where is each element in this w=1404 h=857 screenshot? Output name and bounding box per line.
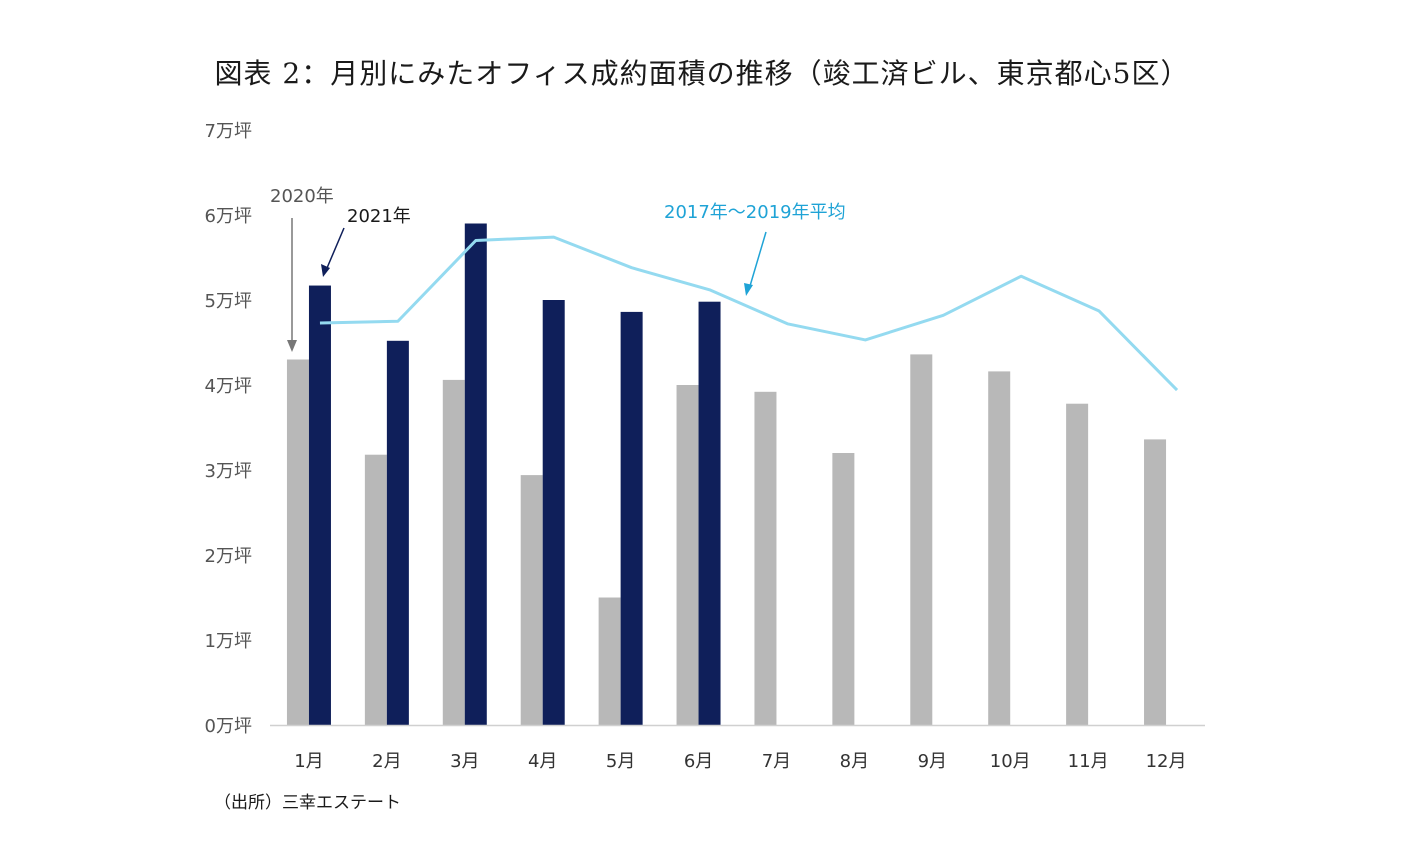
bar-2020 [910,354,933,725]
series-2021-bars [308,223,721,725]
bar-2020 [676,385,699,725]
x-tick-label: 4月 [528,751,557,772]
bar-2020 [754,391,777,725]
y-tick-label: 6万坪 [205,206,252,227]
bar-2020 [520,475,543,725]
bar-2020 [598,597,621,725]
bar-2020 [442,379,465,725]
y-tick-label: 5万坪 [205,291,252,312]
x-tick-label: 8月 [840,751,869,772]
bar-2021 [386,340,409,725]
x-tick-label: 6月 [684,751,713,772]
bar-2020 [1066,403,1089,725]
bar-2021 [308,285,331,725]
x-tick-label: 10月 [990,751,1031,772]
x-tick-label: 2月 [372,751,401,772]
y-tick-label: 0万坪 [205,716,252,737]
x-tick-label: 9月 [918,751,947,772]
annotation-avg-arrow [749,231,767,287]
x-tick-label: 7月 [762,751,791,772]
x-tick-label: 5月 [606,751,635,772]
bar-2020 [832,453,855,725]
y-tick-label: 7万坪 [205,121,252,142]
y-tick-label: 2万坪 [205,546,252,567]
source-note: （出所）三幸エステート [214,793,401,813]
annotation-avg-label: 2017年～2019年平均 [664,202,846,223]
annotation-avg-arrowhead [744,283,753,296]
x-tick-label: 1月 [294,751,323,772]
series-avg-line [319,235,1179,392]
chart-title: 図表 2：月別にみたオフィス成約面積の推移（竣工済ビル、東京都心5区） [214,57,1190,90]
x-tick-label: 12月 [1146,751,1187,772]
y-tick-label: 4万坪 [205,376,252,397]
bar-2020 [1144,439,1167,725]
annotation-2021-arrowhead [321,264,330,277]
annotation-2020-arrowhead [287,340,297,352]
bar-2020 [988,371,1011,725]
bar-2021 [620,311,643,725]
annotation-2021-arrow [326,227,345,269]
bar-2021 [698,301,721,725]
y-axis-labels: 0万坪 1万坪 2万坪 3万坪 4万坪 5万坪 6万坪 7万坪 [205,121,252,737]
x-tick-label: 3月 [450,751,479,772]
bar-2020 [286,359,309,725]
annotation-2020-label: 2020年 [270,186,334,207]
y-tick-label: 3万坪 [205,461,252,482]
x-tick-label: 11月 [1068,751,1109,772]
bar-2021 [464,223,487,725]
y-tick-label: 1万坪 [205,631,252,652]
series-2020-bars [286,354,1167,725]
x-axis-labels: 1月 2月 3月 4月 5月 6月 7月 8月 9月 10月 11月 12月 [294,751,1186,772]
annotation-2021-label: 2021年 [347,206,411,227]
bar-2020 [364,454,387,725]
bar-2021 [542,300,565,725]
